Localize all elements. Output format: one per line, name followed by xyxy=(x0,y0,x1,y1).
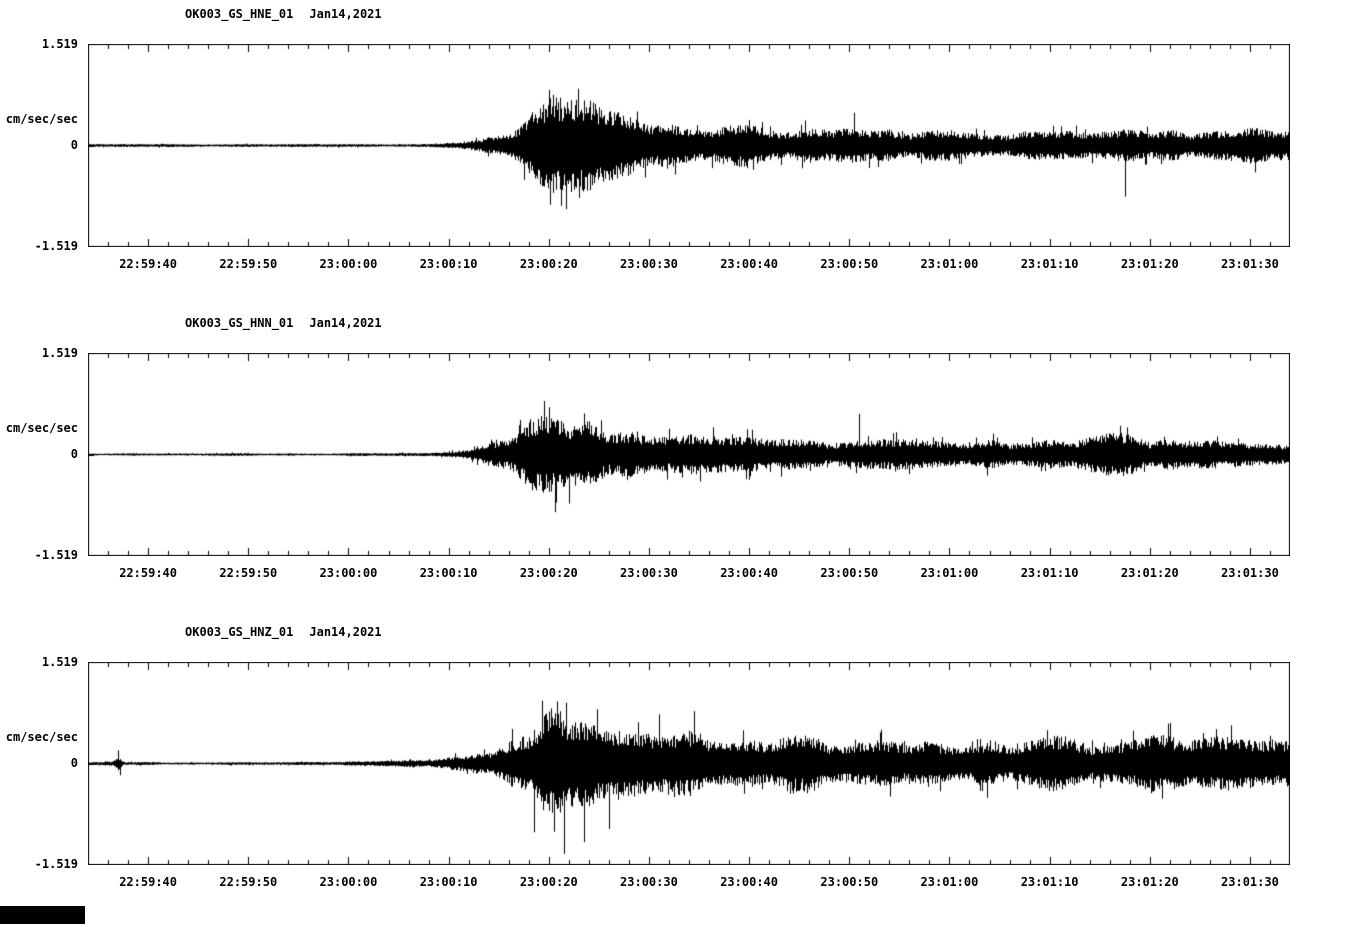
seismogram-panel-hnn: OK003_GS_HNN_01 Jan14,2021 1.519 cm/sec/s… xyxy=(0,309,1358,618)
x-tick-label: 23:00:40 xyxy=(720,875,778,889)
channel-id-label: OK003_GS_HNN_01 xyxy=(185,316,294,330)
panel-title: OK003_GS_HNN_01 Jan14,2021 xyxy=(185,316,382,330)
x-tick-label: 22:59:50 xyxy=(219,875,278,889)
y-axis-zero-label: 0 xyxy=(70,138,78,152)
x-tick-label: 23:01:10 xyxy=(1020,875,1079,889)
y-axis-units-label: cm/sec/sec xyxy=(5,112,78,126)
x-tick-label: 22:59:40 xyxy=(119,257,177,271)
x-tick-label: 23:00:40 xyxy=(720,257,778,271)
panel-date-label: Jan14,2021 xyxy=(309,316,382,330)
x-tick-label: 23:01:10 xyxy=(1020,566,1079,580)
x-tick-label: 23:01:00 xyxy=(920,566,979,580)
panel-title: OK003_GS_HNE_01 Jan14,2021 xyxy=(185,7,382,21)
x-tick-label: 22:59:40 xyxy=(119,875,177,889)
panel-date-label: Jan14,2021 xyxy=(309,625,382,639)
x-tick-label: 23:00:50 xyxy=(820,257,879,271)
y-axis-min-label: -1.519 xyxy=(34,857,78,871)
x-axis-labels: 22:59:40 22:59:50 23:00:00 23:00:10 23:00:20… xyxy=(88,257,1290,273)
y-axis-zero-label: 0 xyxy=(70,447,78,461)
seismogram-panel-hne: OK003_GS_HNE_01 Jan14,2021 1.519 cm/sec/s… xyxy=(0,0,1358,309)
x-tick-label: 22:59:50 xyxy=(219,566,278,580)
x-tick-label: 22:59:40 xyxy=(119,566,177,580)
bottom-left-cropped-band xyxy=(0,906,85,924)
y-axis-units-label: cm/sec/sec xyxy=(5,730,78,744)
x-tick-label: 23:00:30 xyxy=(620,566,678,580)
x-tick-label: 23:00:00 xyxy=(319,875,378,889)
waveform-canvas-hnn xyxy=(88,353,1290,556)
x-tick-label: 23:00:00 xyxy=(319,566,378,580)
y-axis-max-label: 1.519 xyxy=(41,655,78,669)
x-tick-label: 23:01:20 xyxy=(1120,257,1179,271)
channel-id-label: OK003_GS_HNZ_01 xyxy=(185,625,294,639)
x-axis-labels: 22:59:40 22:59:50 23:00:00 23:00:10 23:00:20… xyxy=(88,566,1290,582)
x-tick-label: 23:01:00 xyxy=(920,257,979,271)
y-axis-units-label: cm/sec/sec xyxy=(5,421,78,435)
x-tick-label: 23:01:30 xyxy=(1221,875,1279,889)
x-tick-label: 23:00:20 xyxy=(519,566,578,580)
x-tick-label: 23:00:10 xyxy=(419,875,478,889)
x-tick-label: 23:00:20 xyxy=(519,257,578,271)
y-axis-max-label: 1.519 xyxy=(41,37,78,51)
panel-date-label: Jan14,2021 xyxy=(309,7,382,21)
x-tick-label: 23:00:20 xyxy=(519,875,578,889)
x-tick-label: 22:59:50 xyxy=(219,257,278,271)
x-tick-label: 23:00:30 xyxy=(620,257,678,271)
y-axis-min-label: -1.519 xyxy=(34,239,78,253)
x-tick-label: 23:01:20 xyxy=(1120,875,1179,889)
x-tick-label: 23:00:10 xyxy=(419,566,478,580)
x-tick-label: 23:00:50 xyxy=(820,875,879,889)
x-tick-label: 23:00:10 xyxy=(419,257,478,271)
x-tick-label: 23:01:30 xyxy=(1221,257,1279,271)
x-tick-label: 23:01:00 xyxy=(920,875,979,889)
x-tick-label: 23:01:30 xyxy=(1221,566,1279,580)
waveform-canvas-hnz xyxy=(88,662,1290,865)
x-tick-label: 23:01:20 xyxy=(1120,566,1179,580)
x-tick-label: 23:00:30 xyxy=(620,875,678,889)
y-axis-min-label: -1.519 xyxy=(34,548,78,562)
x-tick-label: 23:01:10 xyxy=(1020,257,1079,271)
x-tick-label: 23:00:00 xyxy=(319,257,378,271)
y-axis-zero-label: 0 xyxy=(70,756,78,770)
panel-title: OK003_GS_HNZ_01 Jan14,2021 xyxy=(185,625,382,639)
seismogram-panel-hnz: OK003_GS_HNZ_01 Jan14,2021 1.519 cm/sec/s… xyxy=(0,618,1358,927)
y-axis-max-label: 1.519 xyxy=(41,346,78,360)
x-axis-labels: 22:59:40 22:59:50 23:00:00 23:00:10 23:00:20… xyxy=(88,875,1290,891)
x-tick-label: 23:00:40 xyxy=(720,566,778,580)
channel-id-label: OK003_GS_HNE_01 xyxy=(185,7,294,21)
waveform-canvas-hne xyxy=(88,44,1290,247)
x-tick-label: 23:00:50 xyxy=(820,566,879,580)
